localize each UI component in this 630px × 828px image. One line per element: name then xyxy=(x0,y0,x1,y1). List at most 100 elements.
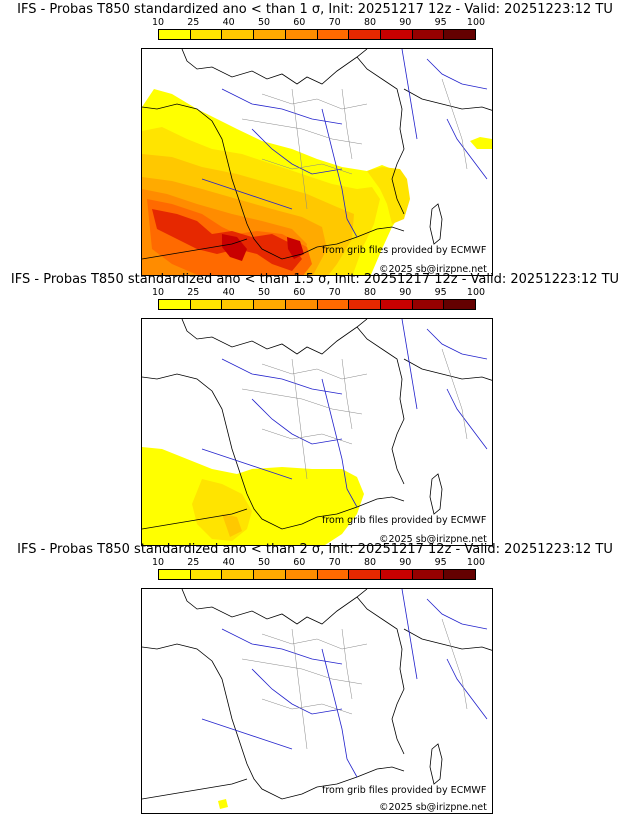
tick-label: 25 xyxy=(187,557,200,568)
admin-border xyxy=(241,78,468,210)
corsica xyxy=(429,743,443,785)
credit-copyright: ©2025 sb@irizpne.net xyxy=(379,534,487,545)
colorbar-segment xyxy=(444,300,476,309)
river xyxy=(446,118,488,180)
prob-fill-10 xyxy=(142,447,364,545)
coastline xyxy=(181,589,368,625)
colorbar-ticks: 10 25 40 50 60 70 80 90 95 100 xyxy=(152,557,485,569)
france-map-graphic xyxy=(142,49,492,275)
corsica xyxy=(429,473,443,515)
colorbar-segment xyxy=(190,300,223,309)
river xyxy=(221,88,343,125)
map-area: from grib files provided by ECMWF ©2025 … xyxy=(141,48,493,276)
tick-label: 40 xyxy=(222,17,235,28)
river xyxy=(321,108,358,238)
country-border xyxy=(403,358,492,381)
colorbar-segment xyxy=(190,30,223,39)
panel-title: IFS - Probas T850 standardized ano < tha… xyxy=(17,542,613,557)
river xyxy=(221,628,343,665)
country-border xyxy=(356,326,405,485)
tick-label: 95 xyxy=(434,287,447,298)
credit-source: from grib files provided by ECMWF xyxy=(322,515,487,526)
river xyxy=(446,388,488,450)
tick-label: 100 xyxy=(466,287,486,298)
tick-label: 60 xyxy=(293,287,306,298)
admin-border xyxy=(241,348,468,480)
tick-label: 80 xyxy=(363,557,377,568)
river xyxy=(426,598,488,630)
country-border xyxy=(142,238,248,260)
prob-fill-10-italy xyxy=(470,137,492,149)
country-border xyxy=(142,508,248,530)
colorbar xyxy=(158,569,476,580)
colorbar-segment xyxy=(380,30,413,39)
prob-fill-90 xyxy=(287,237,304,259)
colorbar-segment xyxy=(285,300,318,309)
admin-border xyxy=(241,618,468,750)
colorbar-segment xyxy=(412,570,445,579)
colorbar-segment xyxy=(317,570,350,579)
tick-label: 70 xyxy=(328,287,341,298)
colorbar-segment xyxy=(285,30,318,39)
river xyxy=(201,178,293,210)
river xyxy=(426,58,488,90)
tick-label: 95 xyxy=(434,557,447,568)
country-border xyxy=(403,628,492,651)
colorbar-segment xyxy=(349,570,381,579)
panel-title: IFS - Probas T850 standardized ano < tha… xyxy=(17,2,613,17)
france-map-graphic xyxy=(142,589,492,809)
country-border xyxy=(356,56,405,215)
colorbar-segment xyxy=(159,300,191,309)
map-area: from grib files provided by ECMWF ©2025 … xyxy=(141,588,493,814)
colorbar-segment xyxy=(444,570,476,579)
colorbar-segment xyxy=(159,570,191,579)
credit-copyright: ©2025 sb@irizpne.net xyxy=(379,264,487,275)
colorbar-segment xyxy=(444,30,476,39)
colorbar-ticks: 10 25 40 50 60 70 80 90 95 100 xyxy=(152,17,485,29)
panel-1-sigma: IFS - Probas T850 standardized ano < tha… xyxy=(0,0,630,276)
river xyxy=(251,398,343,445)
tick-label: 60 xyxy=(293,557,306,568)
river xyxy=(251,668,343,715)
colorbar-segment xyxy=(190,570,223,579)
tick-label: 100 xyxy=(466,557,486,568)
country-border xyxy=(142,778,248,800)
colorbar xyxy=(158,299,476,310)
colorbar-segment xyxy=(254,300,286,309)
river xyxy=(321,648,358,778)
river xyxy=(321,378,358,508)
colorbar-segment xyxy=(349,300,381,309)
tick-label: 70 xyxy=(328,17,341,28)
river xyxy=(201,448,293,480)
tick-label: 50 xyxy=(257,17,271,28)
river xyxy=(401,319,418,410)
river xyxy=(426,328,488,360)
colorbar-segment xyxy=(317,30,350,39)
panel-title: IFS - Probas T850 standardized ano < tha… xyxy=(10,272,620,287)
tick-label: 40 xyxy=(222,287,235,298)
map-area: from grib files provided by ECMWF ©2025 … xyxy=(141,318,493,546)
colorbar-segment xyxy=(254,30,286,39)
colorbar-segment xyxy=(285,570,318,579)
credit-source: from grib files provided by ECMWF xyxy=(322,785,487,796)
tick-label: 50 xyxy=(257,287,271,298)
river xyxy=(446,658,488,720)
coastline xyxy=(142,373,405,530)
country-border xyxy=(356,596,405,755)
tick-label: 40 xyxy=(222,557,235,568)
river xyxy=(251,128,343,175)
tick-label: 10 xyxy=(151,17,165,28)
river xyxy=(401,49,418,140)
colorbar-segment xyxy=(380,570,413,579)
tick-label: 25 xyxy=(187,17,200,28)
corsica xyxy=(429,203,443,245)
country-border xyxy=(403,88,492,111)
tick-label: 10 xyxy=(151,557,165,568)
colorbar-ticks: 10 25 40 50 60 70 80 90 95 100 xyxy=(152,287,485,299)
tick-label: 80 xyxy=(363,17,377,28)
panel-1-5-sigma: IFS - Probas T850 standardized ano < tha… xyxy=(0,270,630,546)
colorbar-segment xyxy=(222,300,255,309)
coastline xyxy=(142,643,405,800)
coastline xyxy=(181,49,368,85)
colorbar-segment xyxy=(222,570,255,579)
